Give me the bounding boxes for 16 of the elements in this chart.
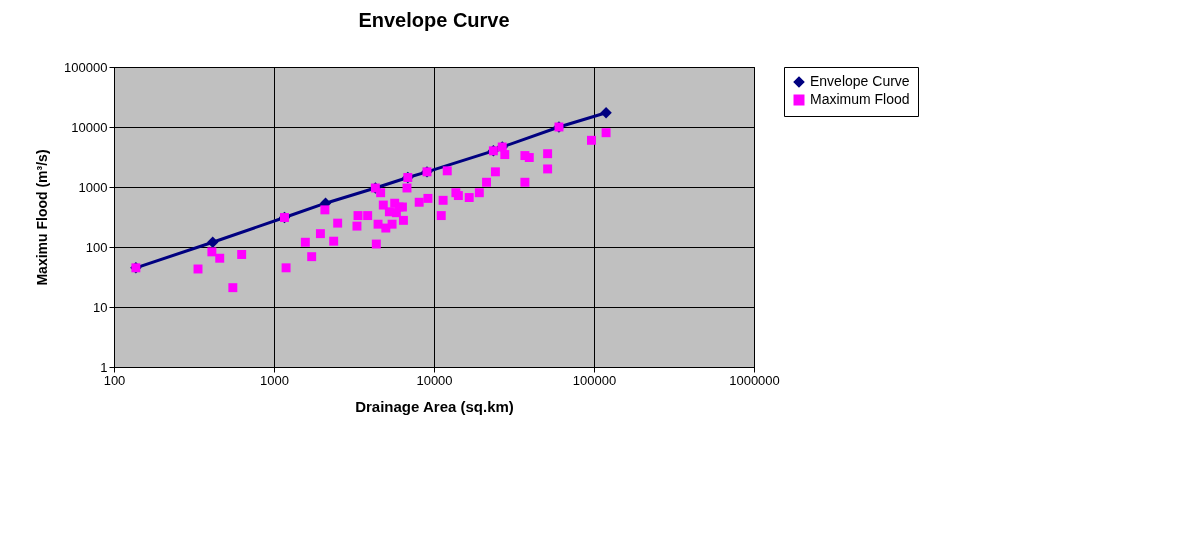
- y-tick-label: 100: [85, 239, 108, 255]
- x-tick-label: 100: [103, 372, 126, 388]
- legend-label: Maximum Flood: [810, 91, 910, 107]
- y-tick-label: 100000: [64, 59, 108, 75]
- y-tick-label: 1000: [78, 179, 108, 195]
- x-axis-title: Drainage Area (sq.km): [355, 397, 514, 415]
- y-axis-title: Maximu Flood (m³/s): [34, 149, 51, 286]
- x-tick-label: 1000000: [729, 372, 780, 388]
- y-tick-label: 1: [100, 359, 108, 375]
- x-tick-label: 100000: [572, 372, 617, 388]
- y-tick-label: 10: [93, 299, 108, 315]
- x-tick-label: 1000: [260, 372, 289, 388]
- legend-label: Envelope Curve: [810, 73, 910, 89]
- y-tick-label: 10000: [71, 119, 108, 135]
- chart-title: Envelope Curve: [358, 9, 510, 31]
- x-tick-label: 10000: [416, 372, 453, 388]
